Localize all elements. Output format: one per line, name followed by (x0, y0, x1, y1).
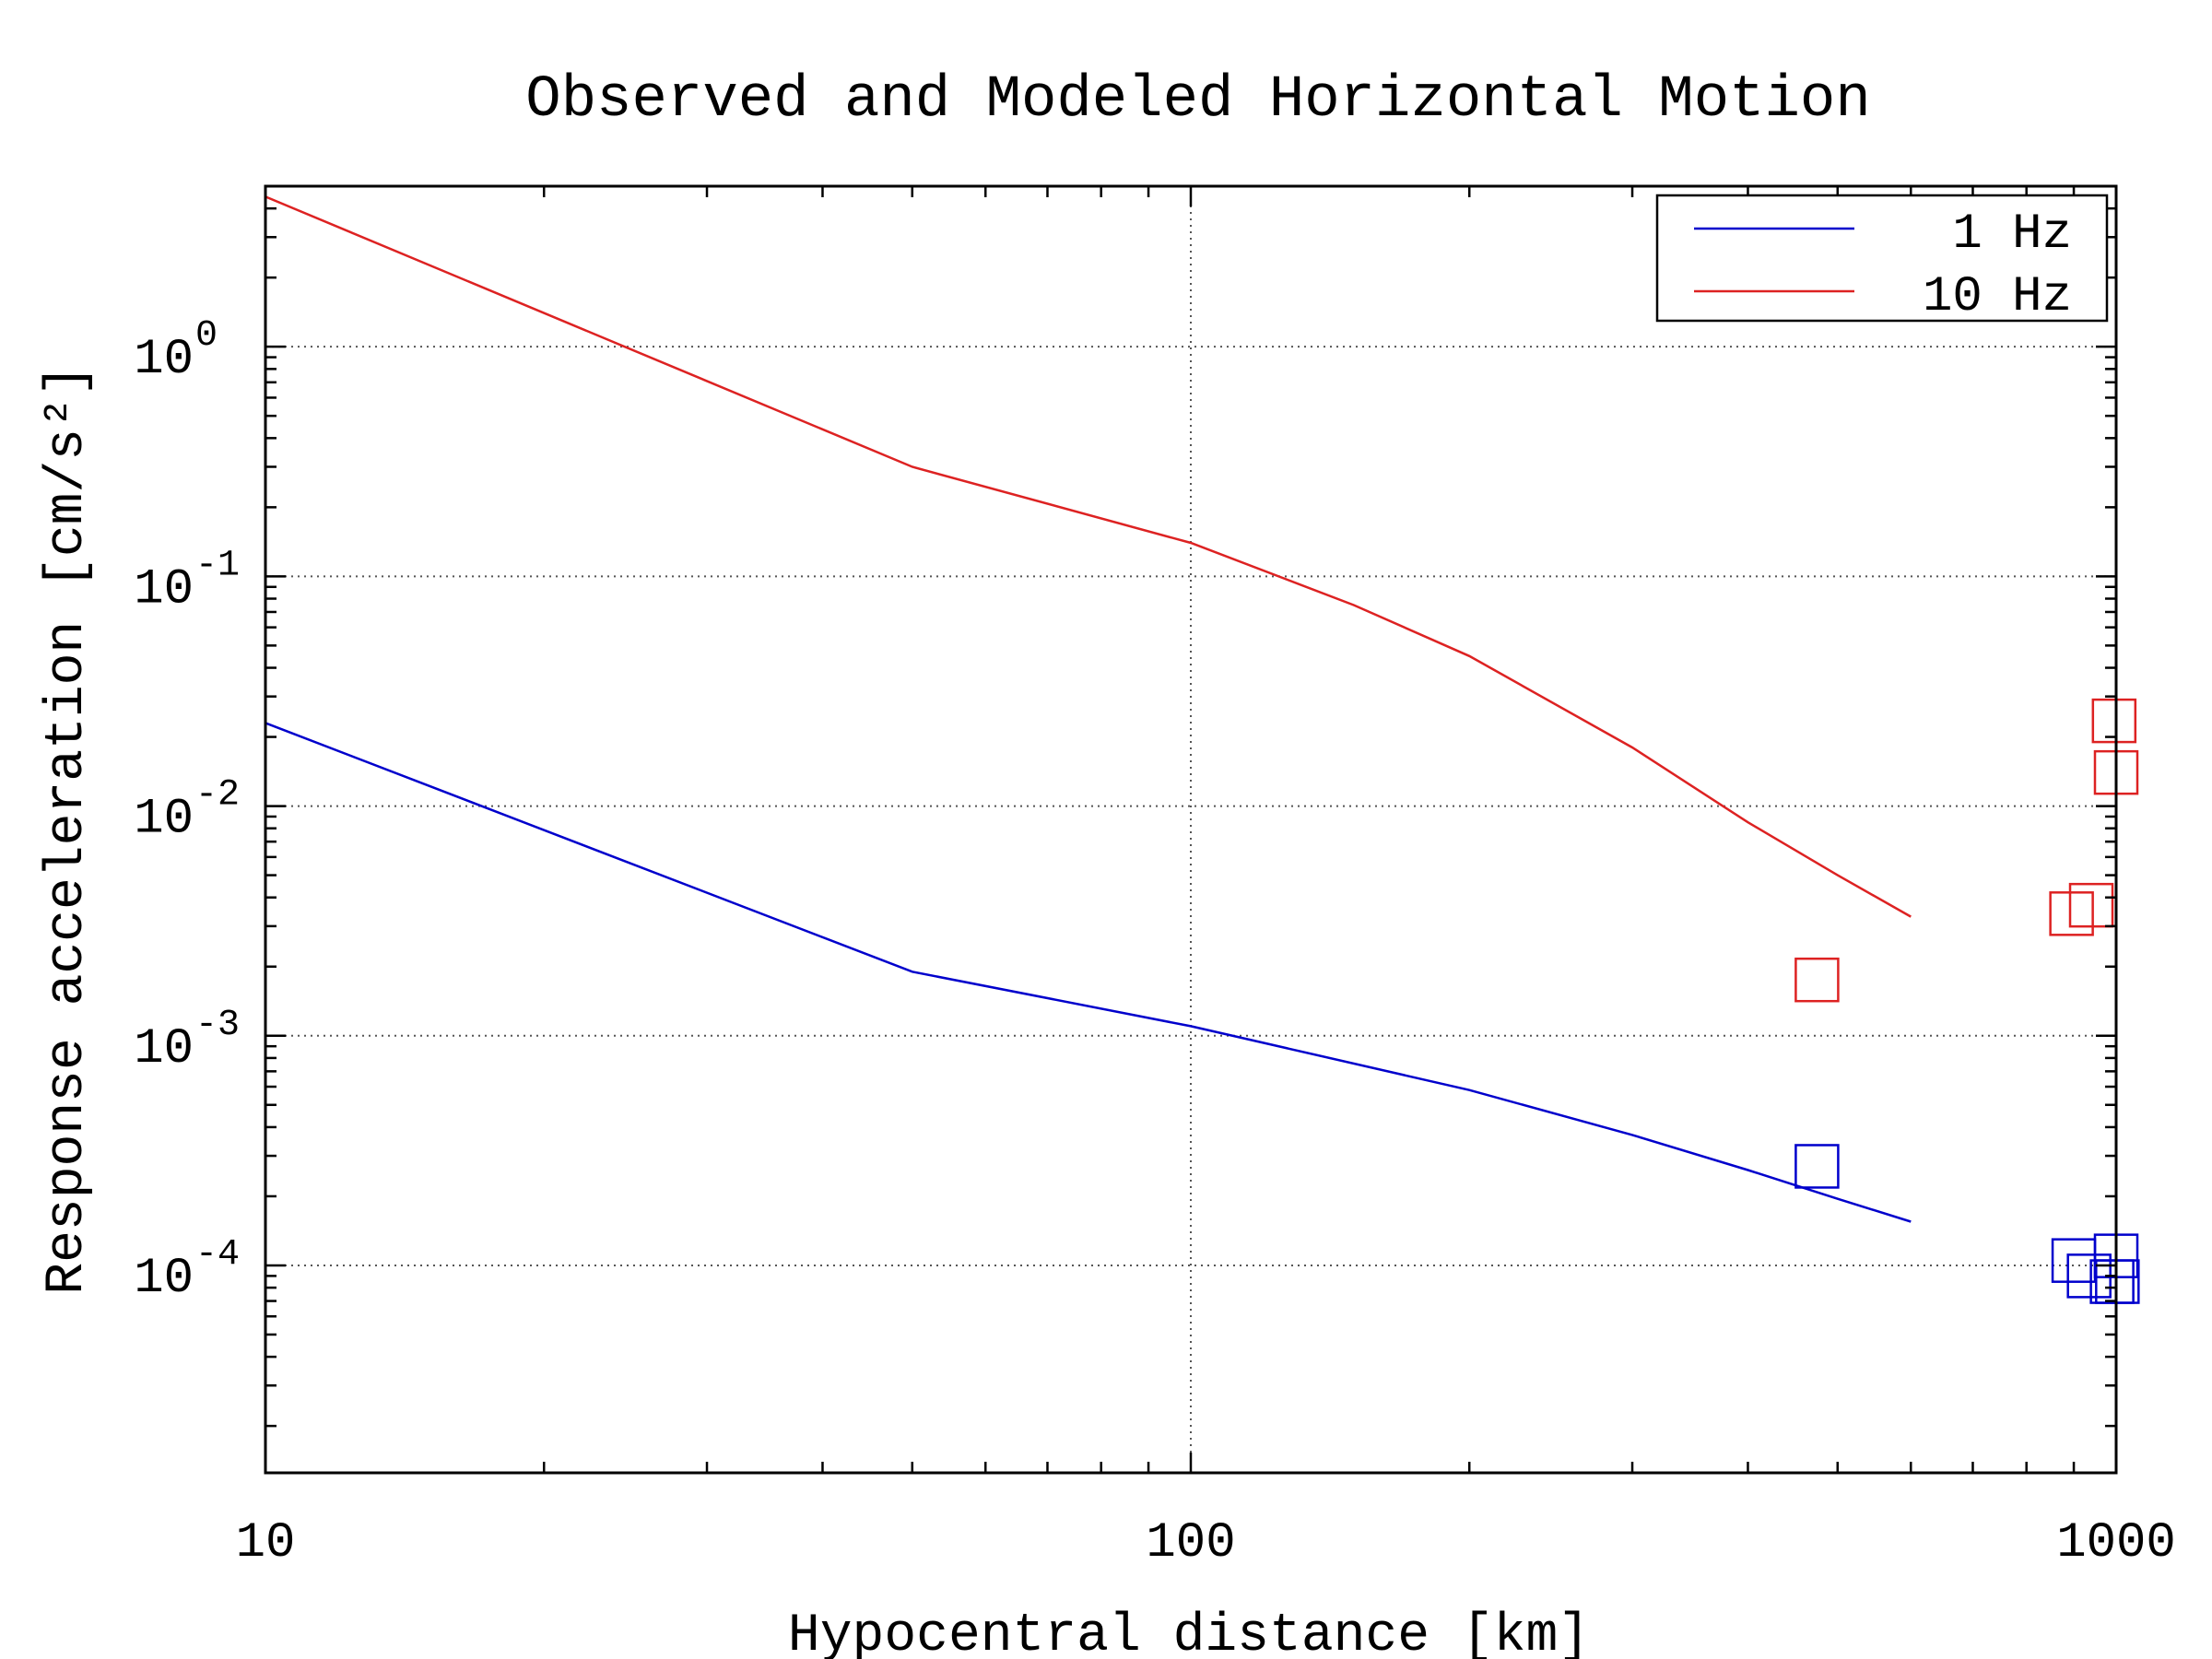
x-tick-label: 10 (236, 1515, 296, 1571)
y-tick-exponent: -1 (195, 545, 240, 586)
series-layer (265, 195, 2140, 1304)
model-line-series-1 (265, 722, 1912, 1223)
y-tick-label: 10 (134, 1021, 194, 1077)
observed-marker-series-1 (2051, 1238, 2097, 1283)
x-tick-label: 100 (1146, 1515, 1235, 1571)
y-tick-exponent: -3 (195, 1005, 240, 1046)
legend-label-series-1: 1 Hz (1952, 206, 2072, 263)
x-axis-label: Hypocentral distance [km] (788, 1606, 1590, 1659)
observed-marker-series-1 (1794, 1144, 1840, 1189)
x-tick-label: 1000 (2056, 1515, 2176, 1571)
y-tick-exponent: 0 (195, 315, 218, 357)
observed-marker-series-2 (2068, 882, 2114, 928)
chart-title: Observed and Modeled Horizontal Motion (525, 67, 1870, 134)
observed-marker-series-2 (2049, 891, 2094, 936)
y-tick-label: 10 (134, 1251, 194, 1307)
y-tick-label: 10 (134, 332, 194, 388)
legend-box (1655, 194, 2109, 323)
y-axis-label: Response acceleration [cm/s²] (38, 364, 98, 1294)
ticks (264, 184, 2116, 1473)
y-tick-label: 10 (134, 561, 194, 618)
model-line-series-2 (265, 195, 1912, 918)
legend-label-series-2: 10 Hz (1923, 269, 2072, 325)
observed-marker-series-2 (2091, 698, 2137, 744)
y-tick-exponent: -2 (195, 775, 240, 817)
y-tick-exponent: -4 (195, 1234, 240, 1276)
y-tick-label: 10 (134, 792, 194, 848)
legend: 1 Hz 10 Hz (1655, 194, 2109, 325)
observed-marker-series-2 (1794, 957, 1840, 1003)
grid (265, 186, 2116, 1473)
